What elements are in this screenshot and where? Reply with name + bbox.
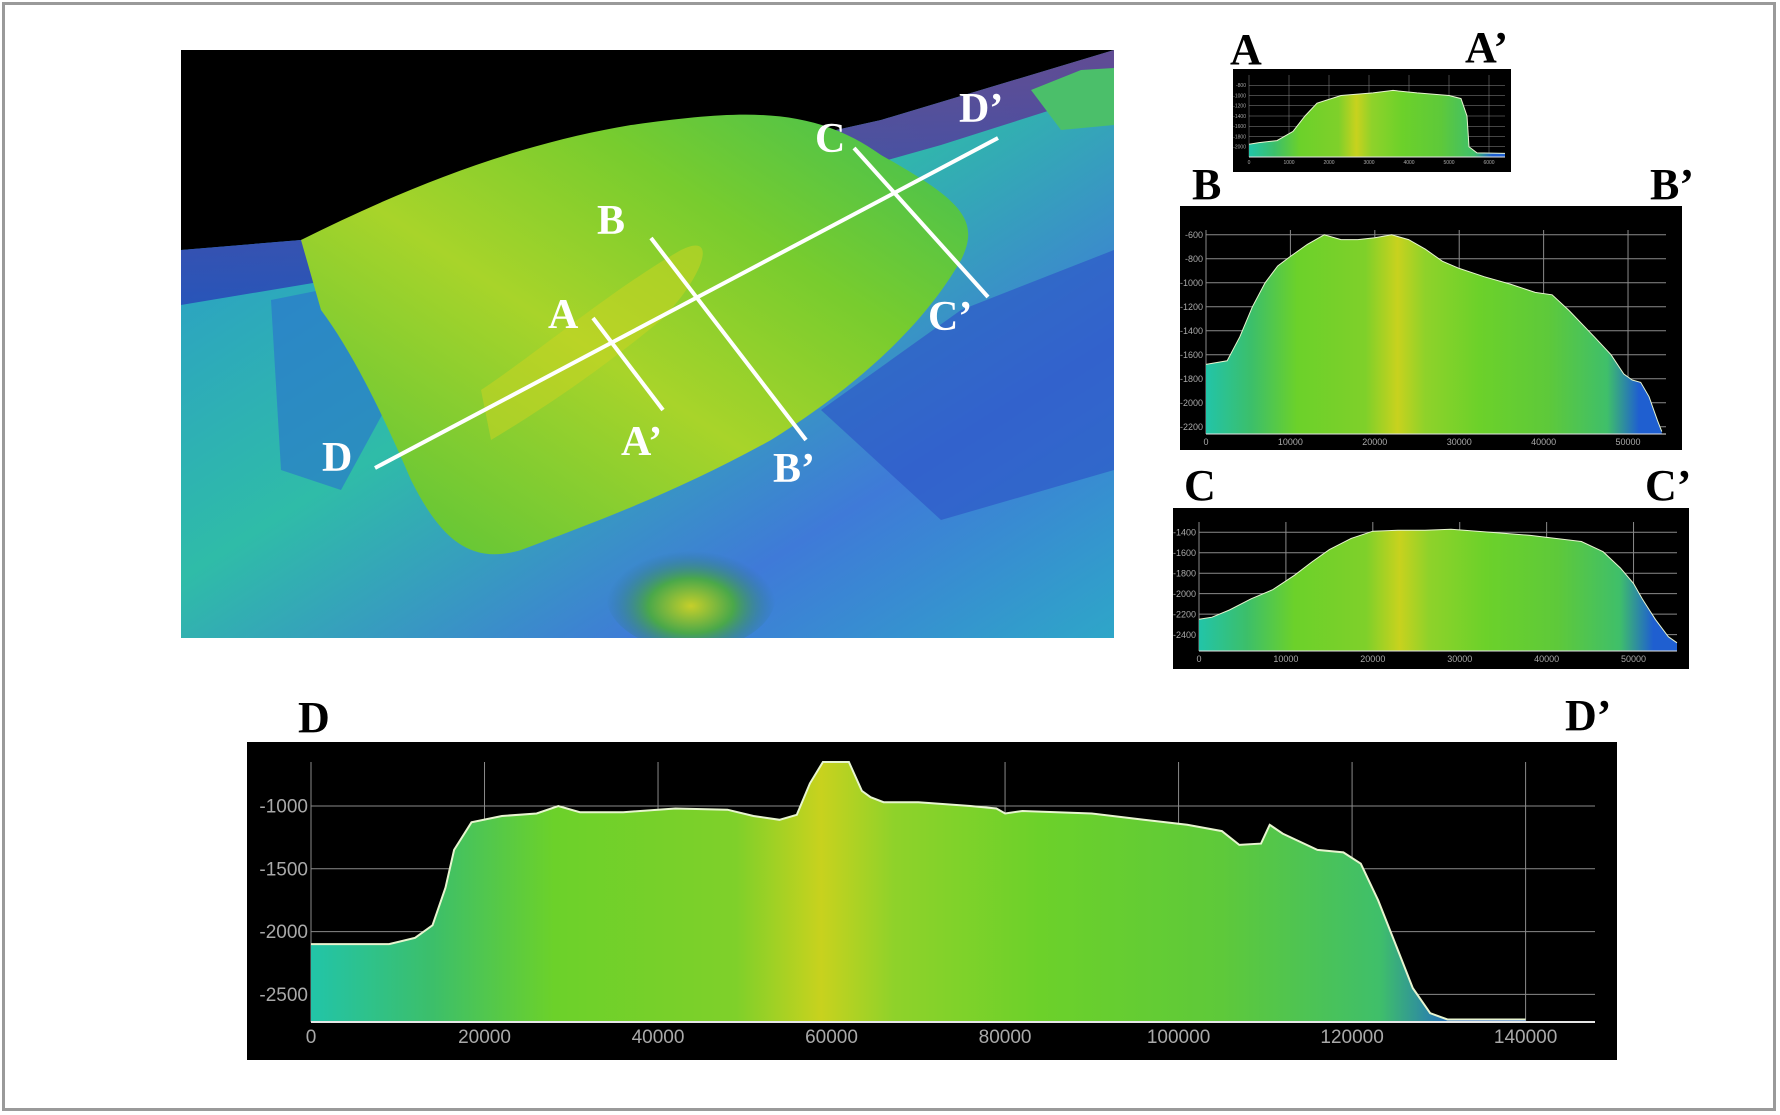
profile-line-a bbox=[591, 316, 665, 412]
b-ytick-label-8: -2200 bbox=[1180, 422, 1203, 432]
a-ytick-label-0: -800 bbox=[1236, 83, 1246, 89]
d-profile-line bbox=[311, 761, 1526, 1021]
b-xtick-label-4: 40000 bbox=[1531, 437, 1556, 447]
d-profile-area bbox=[311, 762, 1526, 1022]
profile-line-c bbox=[852, 146, 990, 299]
b-ytick-label-2: -1000 bbox=[1180, 278, 1203, 288]
a-xtick-label-6: 6000 bbox=[1483, 160, 1494, 166]
b-profile-line bbox=[1205, 234, 1663, 432]
c-xtick-label-5: 50000 bbox=[1621, 654, 1646, 664]
b-xtick-label-2: 20000 bbox=[1362, 437, 1387, 447]
c-ytick-label-4: -2200 bbox=[1173, 609, 1196, 619]
c-xtick-label-0: 0 bbox=[1196, 654, 1201, 664]
profile-b-start-label: B bbox=[1192, 160, 1222, 209]
c-ytick-label-2: -1800 bbox=[1173, 568, 1196, 578]
b-ytick-label-7: -2000 bbox=[1180, 398, 1203, 408]
bathymetry-map: A A’ B B’ C C’ D D’ bbox=[181, 50, 1114, 638]
profile-d-start-label: D bbox=[298, 693, 330, 742]
b-ytick-label-5: -1600 bbox=[1180, 350, 1203, 360]
profile-b-svg: -600 -800 -1000 -1200 -1400 -1600 -1800 -2000 -2… bbox=[1180, 230, 1666, 447]
profile-d-svg: -1000 -1500 -2000 -2500 0 20000 40000 60000 8000… bbox=[259, 761, 1595, 1048]
c-ytick-label-5: -2400 bbox=[1173, 630, 1196, 640]
a-xtick-label-1: 1000 bbox=[1283, 160, 1294, 166]
b-ytick-label-1: -800 bbox=[1185, 254, 1203, 264]
c-xtick-label-2: 20000 bbox=[1360, 654, 1385, 664]
a-ytick-label-5: -1800 bbox=[1233, 134, 1246, 140]
b-xtick-label-5: 50000 bbox=[1616, 437, 1641, 447]
d-xtick-label-5: 100000 bbox=[1147, 1027, 1210, 1048]
map-label-c: C bbox=[815, 116, 846, 162]
map-label-d: D bbox=[322, 435, 353, 481]
a-profile-line bbox=[1248, 89, 1506, 154]
b-ytick-label-0: -600 bbox=[1185, 230, 1203, 240]
b-ytick-label-3: -1200 bbox=[1180, 302, 1203, 312]
b-xtick-label-3: 30000 bbox=[1447, 437, 1472, 447]
b-ytick-label-6: -1800 bbox=[1180, 374, 1203, 384]
a-xtick-label-5: 5000 bbox=[1443, 160, 1454, 166]
profile-c-start-label: C bbox=[1184, 461, 1216, 510]
c-xtick-label-3: 30000 bbox=[1447, 654, 1472, 664]
map-label-c-prime: C’ bbox=[928, 294, 973, 340]
profile-line-d bbox=[374, 136, 999, 470]
c-ytick-label-0: -1400 bbox=[1173, 527, 1196, 537]
profile-b-end-label: B’ bbox=[1650, 160, 1694, 209]
a-xtick-label-4: 4000 bbox=[1403, 160, 1414, 166]
profile-c-end-label: C’ bbox=[1645, 461, 1692, 510]
d-xtick-label-3: 60000 bbox=[805, 1027, 858, 1048]
d-xtick-label-0: 0 bbox=[306, 1027, 317, 1048]
map-label-b-prime: B’ bbox=[773, 446, 815, 492]
d-ytick-label-1: -1500 bbox=[259, 859, 308, 880]
b-ytick-label-4: -1400 bbox=[1180, 326, 1203, 336]
d-xtick-label-7: 140000 bbox=[1494, 1027, 1557, 1048]
d-ytick-label-3: -2500 bbox=[259, 985, 308, 1006]
c-xtick-label-4: 40000 bbox=[1534, 654, 1559, 664]
profile-a-start-label: A bbox=[1230, 25, 1262, 74]
profile-chart-d: -1000 -1500 -2000 -2500 0 20000 40000 60000 8000… bbox=[247, 742, 1617, 1060]
b-xtick-label-1: 10000 bbox=[1278, 437, 1303, 447]
d-ytick-label-0: -1000 bbox=[259, 797, 308, 818]
d-ytick-label-2: -2000 bbox=[259, 922, 308, 943]
profile-line-b bbox=[649, 236, 808, 442]
profile-d-end-label: D’ bbox=[1565, 691, 1612, 740]
d-xtick-label-4: 80000 bbox=[979, 1027, 1032, 1048]
a-xtick-label-0: 0 bbox=[1248, 160, 1251, 166]
map-label-d-prime: D’ bbox=[959, 86, 1004, 132]
profile-chart-c: -1400 -1600 -1800 -2000 -2200 -2400 0 10000 2000… bbox=[1173, 508, 1689, 669]
c-ytick-label-3: -2000 bbox=[1173, 589, 1196, 599]
d-xtick-label-2: 40000 bbox=[632, 1027, 685, 1048]
profile-chart-b: -600 -800 -1000 -1200 -1400 -1600 -1800 -2000 -2… bbox=[1180, 206, 1682, 450]
a-ytick-label-2: -1200 bbox=[1233, 104, 1246, 110]
c-profile-line bbox=[1198, 528, 1678, 644]
d-xtick-label-1: 20000 bbox=[458, 1027, 511, 1048]
b-xtick-label-0: 0 bbox=[1203, 437, 1208, 447]
profile-c-svg: -1400 -1600 -1800 -2000 -2200 -2400 0 10000 2000… bbox=[1173, 522, 1678, 664]
a-xtick-label-2: 2000 bbox=[1323, 160, 1334, 166]
map-label-a: A bbox=[548, 292, 579, 338]
profile-a-svg: -800 -1000 -1200 -1400 -1600 -1800 -2000 0 1000 2… bbox=[1233, 75, 1506, 166]
profile-a-end-label: A’ bbox=[1465, 23, 1509, 72]
c-xtick-label-1: 10000 bbox=[1273, 654, 1298, 664]
a-xtick-label-3: 3000 bbox=[1363, 160, 1374, 166]
map-label-b: B bbox=[597, 198, 626, 244]
c-ytick-label-1: -1600 bbox=[1173, 548, 1196, 558]
a-ytick-label-3: -1400 bbox=[1233, 114, 1246, 120]
map-label-a-prime: A’ bbox=[621, 419, 663, 465]
c-profile-area bbox=[1199, 529, 1677, 651]
a-ytick-label-4: -1600 bbox=[1233, 124, 1246, 130]
profile-chart-a: -800 -1000 -1200 -1400 -1600 -1800 -2000 0 1000 2… bbox=[1233, 69, 1511, 172]
d-xtick-label-6: 120000 bbox=[1320, 1027, 1383, 1048]
b-profile-area bbox=[1206, 234, 1662, 434]
a-ytick-label-1: -1000 bbox=[1233, 93, 1246, 99]
a-profile-area bbox=[1249, 90, 1505, 157]
a-ytick-label-6: -2000 bbox=[1233, 145, 1246, 151]
